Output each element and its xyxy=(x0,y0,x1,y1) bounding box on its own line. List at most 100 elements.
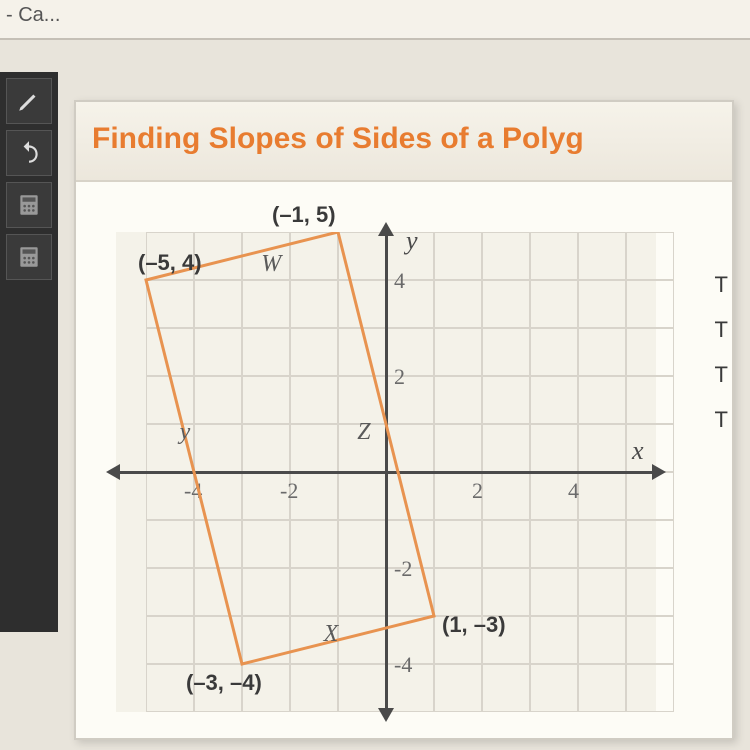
side-label: y xyxy=(180,419,191,446)
lesson-title: Finding Slopes of Sides of a Polyg xyxy=(76,102,732,182)
side-label: W xyxy=(261,251,281,278)
coordinate-plane: -4-22442-2-4xy(–5, 4)(–1, 5)(1, –3)(–3, … xyxy=(116,232,656,712)
grid-cell xyxy=(530,664,578,712)
pencil-icon[interactable] xyxy=(6,78,52,124)
x-tick-label: -2 xyxy=(280,478,298,504)
grid-cell xyxy=(194,280,242,328)
grid-cell xyxy=(578,616,626,664)
grid-cell xyxy=(482,424,530,472)
right-fragment: T xyxy=(715,272,728,298)
y-tick-label: -2 xyxy=(394,556,412,582)
grid-cell xyxy=(338,520,386,568)
grid-cell xyxy=(578,568,626,616)
lesson-card: Finding Slopes of Sides of a Polyg -4-22… xyxy=(74,100,734,740)
grid-cell xyxy=(578,328,626,376)
grid-cell xyxy=(290,280,338,328)
grid-cell xyxy=(242,568,290,616)
grid-cell xyxy=(578,280,626,328)
grid-cell xyxy=(290,520,338,568)
grid-cell xyxy=(290,328,338,376)
grid-cell xyxy=(626,568,674,616)
grid-cell xyxy=(482,520,530,568)
grid-cell xyxy=(530,520,578,568)
grid-cell xyxy=(194,376,242,424)
browser-tab-bar: - Ca... xyxy=(0,0,750,40)
grid-cell xyxy=(194,520,242,568)
grid-cell xyxy=(242,424,290,472)
grid-cell xyxy=(242,616,290,664)
tab-text: - Ca... xyxy=(6,4,60,26)
grid-cell xyxy=(530,328,578,376)
grid-cell xyxy=(146,280,194,328)
grid-cell xyxy=(146,568,194,616)
side-label: X xyxy=(324,621,339,648)
grid-cell xyxy=(530,232,578,280)
grid-cell xyxy=(242,376,290,424)
grid-cell xyxy=(194,616,242,664)
axis-arrow-icon xyxy=(106,464,120,480)
grid-cell xyxy=(530,280,578,328)
grid-cell xyxy=(434,664,482,712)
grid-cell xyxy=(434,520,482,568)
grid-cell xyxy=(482,568,530,616)
grid-cell xyxy=(578,664,626,712)
grid-cell xyxy=(242,328,290,376)
grid-cell xyxy=(194,328,242,376)
grid-cell xyxy=(338,472,386,520)
grid-cell xyxy=(482,472,530,520)
x-tick-label: 4 xyxy=(568,478,579,504)
grid-cell xyxy=(626,376,674,424)
vertex-label: (–3, –4) xyxy=(186,670,262,696)
grid-cell xyxy=(290,424,338,472)
grid-cell xyxy=(626,520,674,568)
x-axis-label: x xyxy=(632,436,644,466)
grid-cell xyxy=(482,328,530,376)
y-axis-label: y xyxy=(406,226,418,256)
grid-cell xyxy=(386,424,434,472)
grid-cell xyxy=(482,664,530,712)
grid-cell xyxy=(242,520,290,568)
calculator-icon-2[interactable] xyxy=(6,234,52,280)
axis-arrow-icon xyxy=(652,464,666,480)
grid-cell xyxy=(434,376,482,424)
grid-cell xyxy=(530,616,578,664)
tool-sidebar xyxy=(0,72,58,632)
grid-cell xyxy=(482,376,530,424)
grid-cell xyxy=(338,232,386,280)
grid-cell xyxy=(242,280,290,328)
grid-cell xyxy=(626,280,674,328)
grid-cell xyxy=(626,328,674,376)
calculator-icon-1[interactable] xyxy=(6,182,52,228)
vertex-label: (–5, 4) xyxy=(138,250,202,276)
right-fragment: T xyxy=(715,317,728,343)
grid-cell xyxy=(194,568,242,616)
grid-cell xyxy=(626,232,674,280)
grid-cell xyxy=(578,232,626,280)
y-axis xyxy=(385,232,388,712)
axis-arrow-icon xyxy=(378,708,394,722)
grid-cell xyxy=(338,328,386,376)
grid-cell xyxy=(578,424,626,472)
vertex-label: (1, –3) xyxy=(442,612,506,638)
y-tick-label: 4 xyxy=(394,268,405,294)
grid-cell xyxy=(434,280,482,328)
x-tick-label: -4 xyxy=(184,478,202,504)
undo-icon[interactable] xyxy=(6,130,52,176)
axis-arrow-icon xyxy=(378,222,394,236)
grid-cell xyxy=(338,664,386,712)
grid-cell xyxy=(434,424,482,472)
grid-cell xyxy=(530,424,578,472)
grid-cell xyxy=(626,472,674,520)
grid-cell xyxy=(338,280,386,328)
grid-cell xyxy=(434,568,482,616)
grid-cell xyxy=(434,232,482,280)
grid-cell xyxy=(194,424,242,472)
grid-cell xyxy=(146,520,194,568)
grid-cell xyxy=(338,616,386,664)
grid-cell xyxy=(146,376,194,424)
right-fragment: T xyxy=(715,407,728,433)
grid-cell xyxy=(626,616,674,664)
side-label: Z xyxy=(357,419,370,446)
grid-cell xyxy=(530,568,578,616)
grid-cell xyxy=(290,664,338,712)
